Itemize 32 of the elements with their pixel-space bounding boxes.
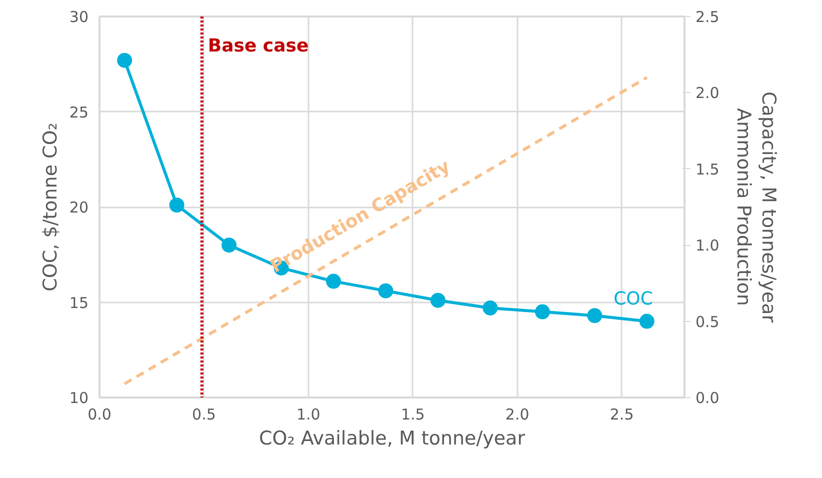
y-tick-label: 10 <box>69 389 89 407</box>
y2-tick-label: 0.5 <box>696 312 720 331</box>
y-tick-label: 20 <box>69 198 89 216</box>
y2-tick-label: 1.5 <box>696 160 720 178</box>
x-axis-title: CO₂ Available, M tonne/year <box>258 428 526 450</box>
y-axis-title: COC, $/tonne CO₂ <box>39 122 62 292</box>
x-tick-label: 1.5 <box>400 406 425 424</box>
y2-tick-label: 0.0 <box>696 389 720 407</box>
x-tick-label: 2.0 <box>505 406 530 424</box>
y-tick-label: 25 <box>69 103 89 122</box>
point <box>430 292 446 308</box>
y2-tick-label: 2.0 <box>696 84 720 102</box>
x-tick-label: 0.5 <box>192 406 216 424</box>
point <box>169 198 184 213</box>
y2-tick-label: 1.0 <box>696 236 720 255</box>
point <box>117 52 132 68</box>
y2-tick-label: 2.5 <box>696 8 720 26</box>
y-tick-label: 15 <box>69 294 89 312</box>
y-tick-label: 30 <box>69 8 89 26</box>
x-tick-label: 2.5 <box>610 406 634 424</box>
x-tick-label: 1.0 <box>296 406 320 424</box>
point <box>639 314 654 329</box>
point <box>534 304 550 320</box>
point <box>326 274 341 289</box>
y2-axis-title: Ammonia Production Capacity, M tonnes/year <box>732 91 780 323</box>
x-tick-label: 0.0 <box>88 406 112 424</box>
point <box>222 238 237 253</box>
point <box>587 308 602 324</box>
ref-line-label: Base case <box>208 36 309 56</box>
point <box>482 300 498 316</box>
point <box>378 283 394 298</box>
series-label: COC <box>614 288 653 310</box>
